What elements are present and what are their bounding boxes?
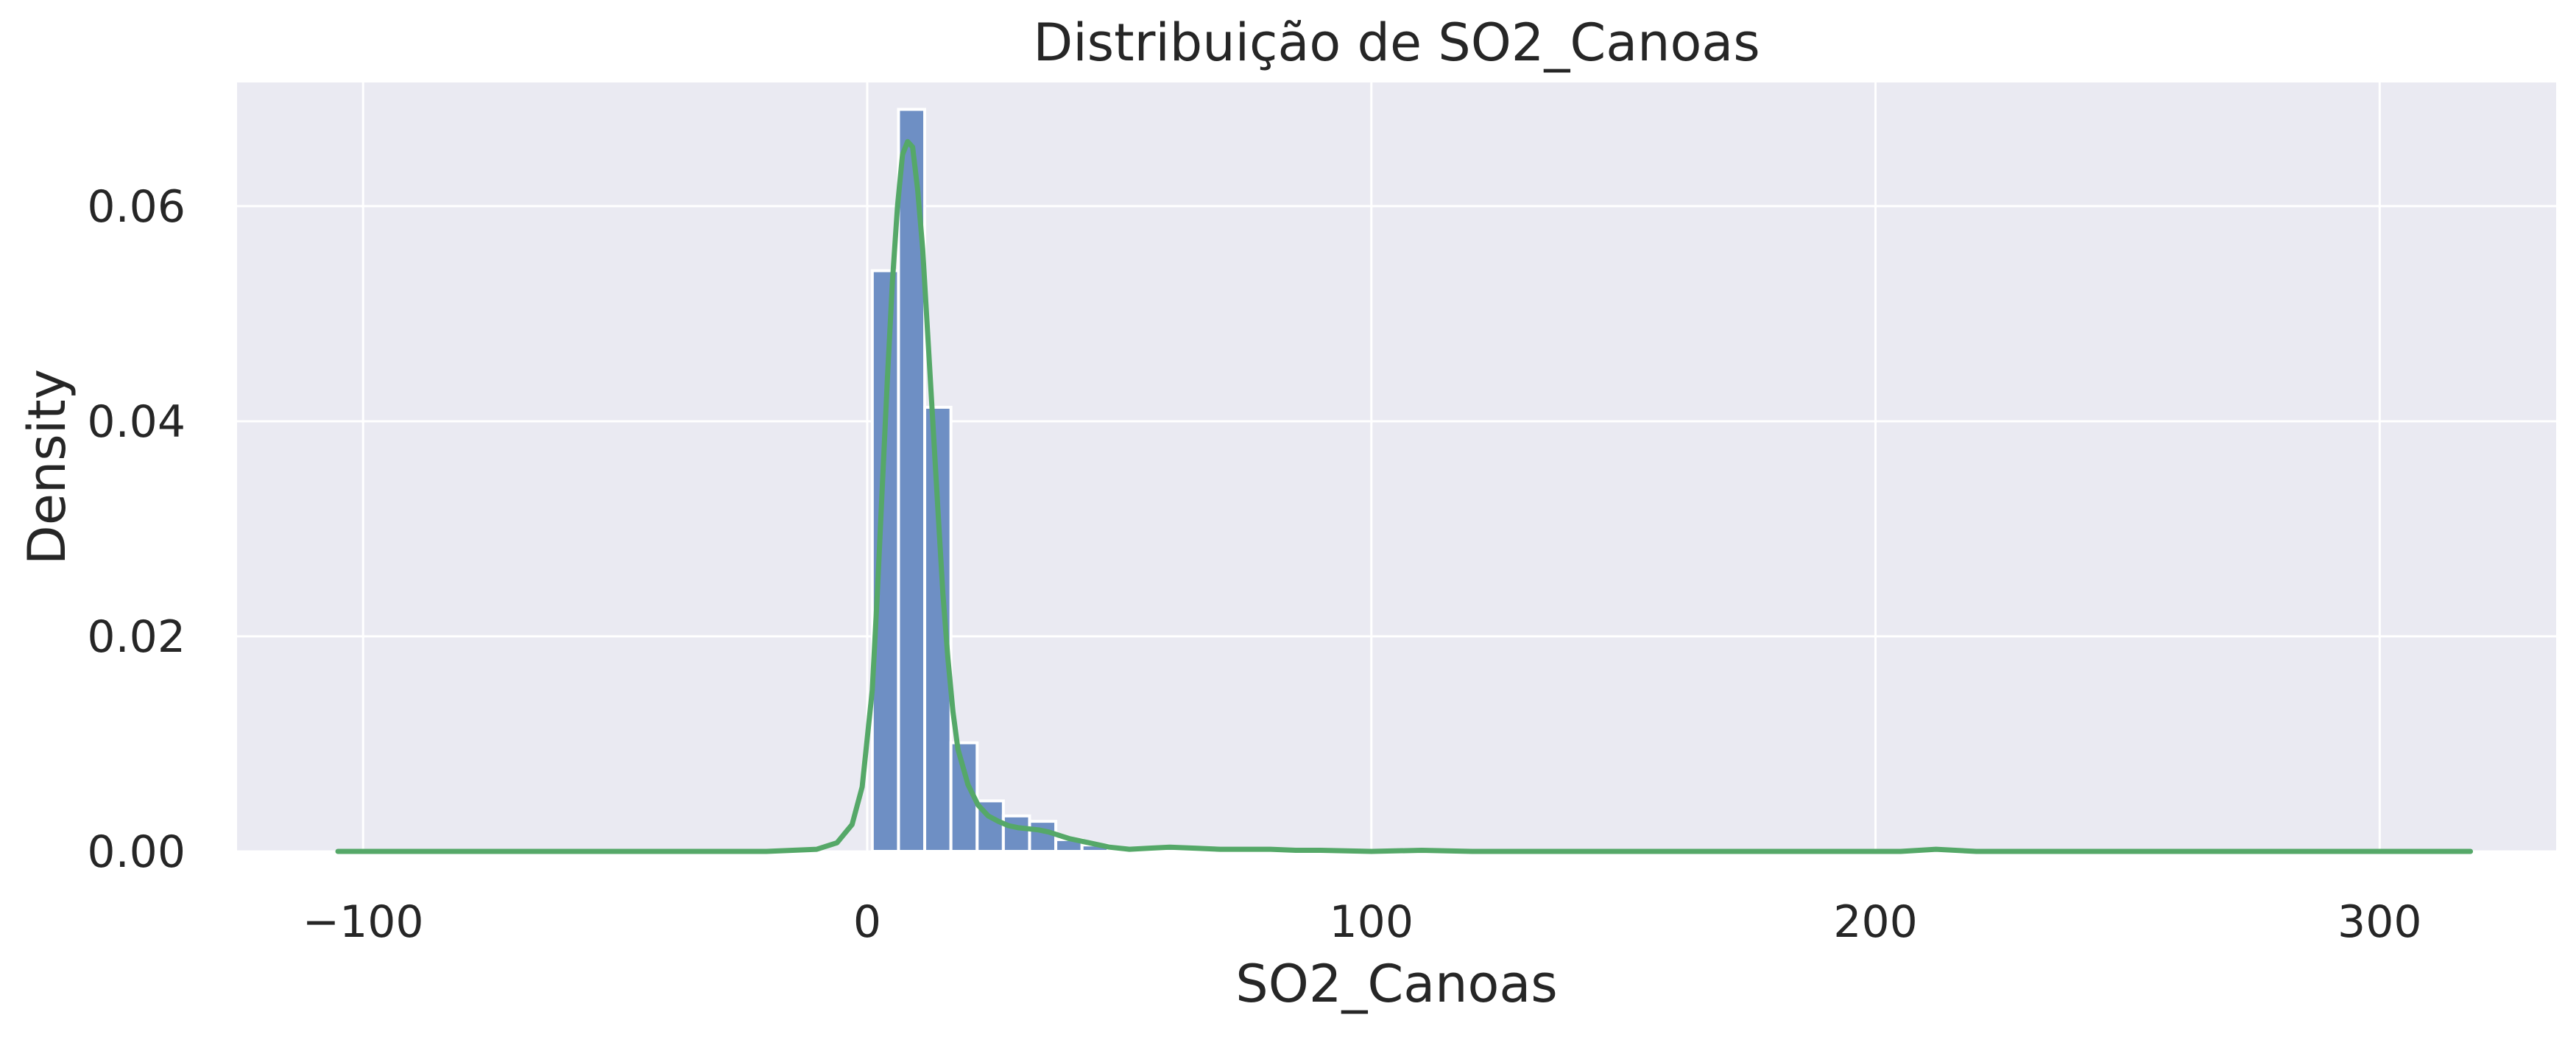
x-tick-label: 200 — [1833, 896, 1918, 948]
x-axis-ticks: −100 0 100 200 300 — [303, 896, 2422, 948]
y-axis-ticks: 0.00 0.02 0.04 0.06 — [87, 181, 186, 878]
histogram-bar — [870, 269, 900, 853]
y-tick-label: 0.02 — [87, 611, 186, 663]
x-tick-label: 100 — [1329, 896, 1414, 948]
y-axis-label: Density — [17, 369, 77, 565]
x-axis-label: SO2_Canoas — [1235, 954, 1557, 1014]
y-tick-label: 0.06 — [87, 181, 186, 233]
kde-curve-group — [335, 138, 2474, 854]
y-tick-label: 0.04 — [87, 396, 186, 448]
kde-line — [335, 138, 2474, 854]
chart-title: Distribuição de SO2_Canoas — [1033, 13, 1760, 73]
histogram-bar — [1001, 814, 1031, 854]
histogram-bar — [1028, 820, 1058, 854]
x-tick-label: 300 — [2337, 896, 2422, 948]
plot-background — [237, 82, 2556, 851]
x-tick-label: −100 — [303, 896, 424, 948]
x-tick-label: 0 — [853, 896, 881, 948]
y-tick-label: 0.00 — [87, 826, 186, 878]
